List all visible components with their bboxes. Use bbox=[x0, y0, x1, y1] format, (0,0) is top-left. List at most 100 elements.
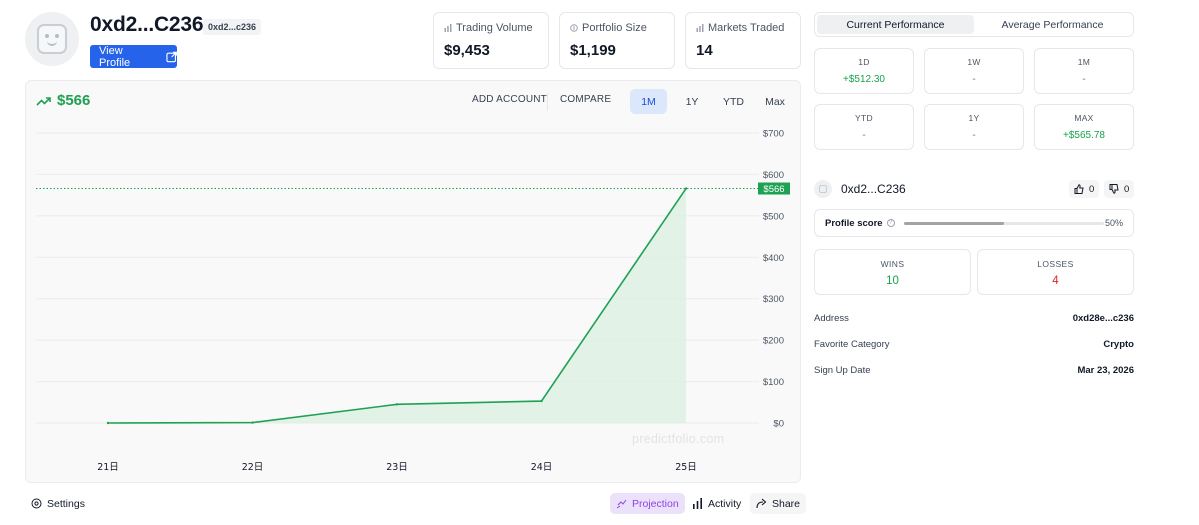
upvote-count: 0 bbox=[1089, 183, 1095, 195]
data-point bbox=[540, 399, 543, 403]
range-button-max[interactable]: Max bbox=[765, 95, 785, 108]
small-avatar-icon bbox=[814, 180, 832, 198]
data-point bbox=[395, 403, 399, 406]
data-point bbox=[684, 187, 688, 190]
view-profile-button[interactable]: View Profile bbox=[90, 44, 177, 69]
perf-period: 1Y bbox=[968, 113, 980, 123]
range-button-ytd[interactable]: YTD bbox=[723, 95, 744, 108]
perf-card-1m: 1M - bbox=[1034, 48, 1134, 94]
projection-label: Projection bbox=[632, 497, 679, 510]
profile-score-bar bbox=[903, 221, 1104, 225]
tab-average-performance[interactable]: Average Performance bbox=[1001, 18, 1104, 31]
perf-period: 1W bbox=[967, 57, 981, 67]
chart-current-value: $566 bbox=[36, 92, 90, 109]
losses-card: LOSSES 4 bbox=[977, 249, 1134, 295]
stat-card-trading-volume: Trading Volume $9,453 bbox=[433, 12, 549, 69]
data-point bbox=[251, 421, 254, 424]
perf-period: YTD bbox=[855, 113, 873, 123]
perf-card-ytd: YTD - bbox=[814, 104, 914, 150]
external-link-icon bbox=[166, 51, 177, 62]
detail-label: Address bbox=[814, 313, 849, 324]
projection-button[interactable]: Projection bbox=[610, 493, 685, 514]
settings-button[interactable]: Settings bbox=[25, 493, 91, 514]
profile-avatar bbox=[25, 12, 79, 66]
losses-value: 4 bbox=[1052, 275, 1059, 287]
y-tick-label: $200 bbox=[763, 336, 784, 347]
perf-card-1w: 1W - bbox=[924, 48, 1024, 94]
stat-label: Portfolio Size bbox=[582, 22, 647, 34]
y-tick-label: $600 bbox=[763, 170, 784, 181]
compare-button[interactable]: COMPARE bbox=[560, 94, 612, 105]
range-button-1m[interactable]: 1M bbox=[630, 89, 667, 114]
activity-button[interactable]: Activity bbox=[686, 493, 747, 514]
line-chart[interactable]: $0 $100 $200 $300 $400 $500 $600 $700 $566 21日 22日… bbox=[26, 81, 802, 484]
perf-period: 1M bbox=[1077, 57, 1091, 67]
current-value-badge bbox=[758, 182, 790, 195]
performance-tabs: Current Performance Average Performance bbox=[814, 12, 1134, 37]
trending-up-icon bbox=[36, 96, 51, 106]
perf-period: 1D bbox=[858, 57, 870, 67]
profile-score-percent: 50% bbox=[1104, 218, 1123, 228]
perf-card-max: MAX +$565.78 bbox=[1034, 104, 1134, 150]
tab-current-performance[interactable]: Current Performance bbox=[817, 15, 974, 34]
add-account-button[interactable]: ADD ACCOUNT bbox=[472, 94, 547, 105]
perf-value: - bbox=[862, 130, 866, 141]
profile-score-card: Profile score ? 50% bbox=[814, 209, 1134, 237]
perf-card-1d: 1D +$512.30 bbox=[814, 48, 914, 94]
view-profile-label: View Profile bbox=[99, 44, 131, 69]
wins-card: WINS 10 bbox=[814, 249, 971, 295]
activity-label: Activity bbox=[708, 497, 742, 510]
bar-chart-icon bbox=[696, 24, 704, 32]
share-icon bbox=[756, 498, 767, 509]
x-tick-label: 24日 bbox=[531, 462, 553, 473]
y-tick-label: $700 bbox=[763, 129, 784, 140]
detail-value: Crypto bbox=[1103, 339, 1134, 350]
current-value-text: $566 bbox=[57, 92, 91, 109]
stat-value: $1,199 bbox=[570, 42, 616, 59]
detail-label: Favorite Category bbox=[814, 339, 890, 350]
perf-value: +$565.78 bbox=[1063, 130, 1105, 141]
wallet-icon bbox=[570, 24, 578, 32]
profile-score-fill bbox=[903, 221, 1004, 225]
bar-chart-icon bbox=[444, 24, 452, 32]
y-tick-label: $500 bbox=[763, 211, 784, 222]
share-label: Share bbox=[772, 497, 801, 510]
thumbs-up-icon bbox=[1074, 184, 1084, 194]
stat-value: 14 bbox=[696, 42, 713, 59]
wins-label: WINS bbox=[880, 259, 905, 269]
sparkle-icon bbox=[616, 499, 627, 509]
perf-value: - bbox=[972, 74, 976, 85]
range-button-1y[interactable]: 1Y bbox=[685, 95, 699, 108]
x-tick-label: 22日 bbox=[242, 462, 264, 473]
detail-row-favorite-category: Favorite Category Crypto bbox=[814, 339, 1134, 350]
detail-row-sign-up-date: Sign Up Date Mar 23, 2026 bbox=[814, 365, 1134, 376]
data-point bbox=[106, 421, 110, 425]
perf-value: +$512.30 bbox=[843, 74, 885, 85]
y-tick-label: $100 bbox=[763, 377, 784, 388]
detail-value[interactable]: 0xd28e...c236 bbox=[1072, 313, 1134, 324]
perf-value: - bbox=[972, 130, 976, 141]
perf-period: MAX bbox=[1074, 113, 1094, 123]
identity-row: 0xd2...C236 bbox=[814, 180, 1134, 198]
stat-card-portfolio-size: Portfolio Size $1,199 bbox=[559, 12, 675, 69]
detail-value: Mar 23, 2026 bbox=[1077, 365, 1134, 376]
area-fill bbox=[108, 188, 686, 423]
thumbs-down-icon bbox=[1109, 184, 1119, 194]
settings-icon bbox=[31, 498, 42, 509]
address-chip[interactable]: 0xd2...c236 bbox=[203, 19, 262, 35]
toolbar-divider bbox=[547, 93, 548, 111]
upvote-button[interactable]: 0 bbox=[1069, 180, 1100, 198]
y-tick-label: $400 bbox=[763, 253, 784, 264]
perf-card-1y: 1Y - bbox=[924, 104, 1024, 150]
portfolio-chart-panel: $566 ADD ACCOUNT COMPARE 1M 1Y YTD Max $… bbox=[25, 80, 801, 483]
downvote-button[interactable]: 0 bbox=[1104, 180, 1135, 198]
settings-label: Settings bbox=[47, 497, 85, 510]
share-button[interactable]: Share bbox=[750, 493, 807, 514]
stat-value: $9,453 bbox=[444, 42, 490, 59]
watermark: predictfolio.com bbox=[632, 432, 725, 446]
downvote-count: 0 bbox=[1124, 183, 1130, 195]
stat-card-markets-traded: Markets Traded 14 bbox=[685, 12, 801, 69]
perf-value: - bbox=[1082, 74, 1086, 85]
losses-label: LOSSES bbox=[1037, 259, 1074, 269]
help-icon[interactable]: ? bbox=[886, 219, 895, 227]
